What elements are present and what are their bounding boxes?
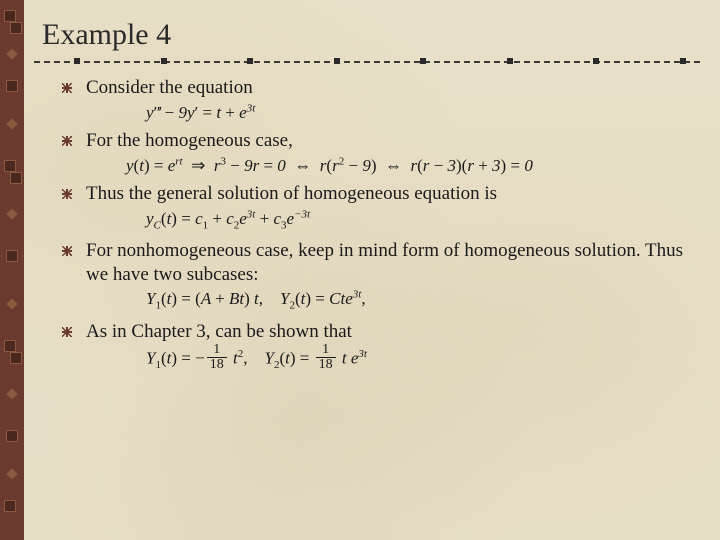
bullet-item: As in Chapter 3, can be shown that Y1(t)… <box>62 320 690 375</box>
bullet-text: For nonhomogeneous case, keep in mind fo… <box>86 240 683 285</box>
bullet-item: For the homogeneous case, y(t) = ert ⇒ r… <box>62 129 690 176</box>
bullet-list: Consider the equation y″′ − 9y′ = t + e3… <box>62 76 690 374</box>
decorative-left-border <box>0 0 24 540</box>
equation: Y1(t) = (A + Bt) t, Y2(t) = Cte3t, <box>146 288 690 313</box>
bullet-item: Thus the general solution of homogeneous… <box>62 182 690 233</box>
equation: yC(t) = c1 + c2e3t + c3e−3t <box>146 208 690 233</box>
bullet-text: Consider the equation <box>86 77 253 98</box>
equation: y″′ − 9y′ = t + e3t <box>146 102 690 123</box>
title-divider <box>34 58 700 66</box>
equation: y(t) = ert ⇒ r3 − 9r = 0 ⇔ r(r2 − 9) ⇔ r… <box>126 155 690 176</box>
bullet-text: As in Chapter 3, can be shown that <box>86 321 352 342</box>
bullet-item: Consider the equation y″′ − 9y′ = t + e3… <box>62 76 690 123</box>
bullet-text: Thus the general solution of homogeneous… <box>86 183 497 204</box>
bullet-text: For the homogeneous case, <box>86 130 293 151</box>
slide-title: Example 4 <box>42 18 700 52</box>
slide-content: Example 4 Consider the equation y″′ − 9y… <box>34 18 700 530</box>
bullet-item: For nonhomogeneous case, keep in mind fo… <box>62 239 690 314</box>
equation: Y1(t) = −118 t2, Y2(t) = 118 t e3t <box>146 345 690 374</box>
